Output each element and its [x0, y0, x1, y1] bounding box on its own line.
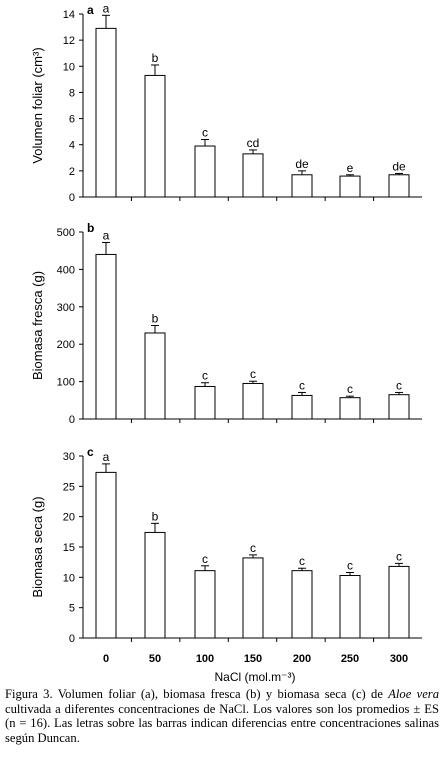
y-tick-label: 100 — [57, 377, 75, 389]
bar-a-150 — [242, 153, 264, 198]
caption-species: Aloe vera — [388, 687, 439, 701]
caption-text-1: Figura 3. Volumen foliar (a), biomasa fr… — [5, 687, 389, 701]
bar-c-50 — [144, 531, 166, 639]
significance-letter: de — [295, 157, 309, 171]
significance-letter: c — [347, 558, 353, 572]
caption-text-2: cultivada a diferentes concentraciones d… — [5, 701, 439, 745]
panel-label: b — [87, 221, 94, 235]
bar-c-100 — [194, 570, 216, 639]
y-tick-label: 300 — [57, 302, 75, 314]
y-axis-title: Biomasa seca (g) — [30, 496, 45, 597]
y-tick-label: 4 — [69, 140, 75, 152]
bar-a-200 — [291, 174, 313, 198]
x-axis-title: NaCl (mol.m⁻³) — [215, 670, 296, 684]
y-axis-title: Biomasa fresca (g) — [30, 271, 45, 380]
y-tick-label: 0 — [69, 633, 75, 645]
y-tick-label: 12 — [63, 35, 75, 47]
significance-letter: b — [152, 312, 159, 326]
x-tick-label: 300 — [390, 653, 408, 665]
bar-b-300 — [388, 394, 410, 420]
significance-letter: a — [103, 1, 110, 15]
bar-a-50 — [144, 74, 166, 198]
figure-caption: Figura 3. Volumen foliar (a), biomasa fr… — [5, 687, 439, 745]
y-tick-label: 400 — [57, 264, 75, 276]
panel-label: c — [87, 445, 94, 459]
y-tick-label: 15 — [63, 542, 75, 554]
bar-c-200 — [291, 570, 313, 639]
bar-b-100 — [194, 385, 216, 420]
x-tick-label: 150 — [244, 653, 262, 665]
y-tick-label: 20 — [63, 512, 75, 524]
significance-letter: c — [250, 541, 256, 555]
bar-c-0 — [95, 471, 117, 639]
y-tick-label: 500 — [57, 227, 75, 239]
x-tick-label: 50 — [149, 653, 161, 665]
significance-letter: c — [299, 554, 305, 568]
bar-c-250 — [339, 575, 361, 639]
significance-letter: b — [152, 509, 159, 523]
significance-letter: a — [103, 450, 110, 464]
panel-label: a — [87, 3, 94, 17]
x-tick-label: 100 — [196, 653, 214, 665]
significance-letter: c — [299, 378, 305, 392]
bar-b-50 — [144, 332, 166, 420]
x-tick-label: 250 — [341, 653, 359, 665]
x-tick-label: 0 — [103, 653, 109, 665]
bar-a-300 — [388, 174, 410, 198]
y-tick-label: 0 — [69, 192, 75, 204]
bar-a-100 — [194, 145, 216, 198]
y-axis-title: Volumen foliar (cm³) — [30, 47, 45, 163]
bar-a-250 — [339, 175, 361, 198]
significance-letter: c — [396, 378, 402, 392]
y-tick-label: 2 — [69, 166, 75, 178]
bar-b-150 — [242, 382, 264, 420]
significance-letter: c — [250, 367, 256, 381]
y-tick-label: 8 — [69, 87, 75, 99]
bar-b-200 — [291, 394, 313, 420]
significance-letter: c — [202, 125, 208, 139]
y-tick-label: 0 — [69, 414, 75, 426]
significance-letter: cd — [247, 136, 260, 150]
y-tick-label: 10 — [63, 572, 75, 584]
y-tick-label: 6 — [69, 114, 75, 126]
x-tick-label: 200 — [293, 653, 311, 665]
y-tick-label: 5 — [69, 603, 75, 615]
y-tick-label: 30 — [63, 451, 75, 463]
significance-letter: c — [396, 549, 402, 563]
y-tick-label: 25 — [63, 481, 75, 493]
bar-c-300 — [388, 565, 410, 639]
bar-a-0 — [95, 27, 117, 198]
significance-letter: c — [202, 369, 208, 383]
significance-letter: a — [103, 228, 110, 242]
significance-letter: c — [347, 382, 353, 396]
y-tick-label: 10 — [63, 61, 75, 73]
bar-b-250 — [339, 397, 361, 420]
significance-letter: c — [202, 552, 208, 566]
bar-b-0 — [95, 253, 117, 420]
significance-letter: de — [392, 159, 406, 173]
significance-letter: b — [152, 51, 159, 65]
y-tick-label: 200 — [57, 339, 75, 351]
y-tick-label: 14 — [63, 9, 75, 21]
bar-c-150 — [242, 557, 264, 639]
significance-letter: e — [347, 161, 354, 175]
